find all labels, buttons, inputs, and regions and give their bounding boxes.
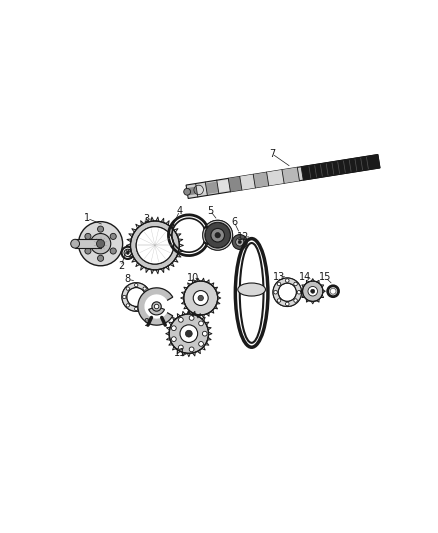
Circle shape <box>136 227 173 264</box>
Polygon shape <box>196 185 207 194</box>
Circle shape <box>294 298 297 302</box>
Circle shape <box>215 232 220 238</box>
Circle shape <box>273 278 301 306</box>
Circle shape <box>98 255 104 261</box>
Circle shape <box>184 188 191 195</box>
Circle shape <box>202 332 207 336</box>
Text: 14: 14 <box>299 272 311 281</box>
Circle shape <box>98 226 104 232</box>
Wedge shape <box>273 278 301 306</box>
Text: 5: 5 <box>207 206 213 216</box>
Text: 9: 9 <box>143 319 149 328</box>
Circle shape <box>286 279 289 282</box>
Circle shape <box>154 304 159 309</box>
Circle shape <box>143 304 146 307</box>
Circle shape <box>178 345 183 350</box>
Circle shape <box>110 248 116 254</box>
Circle shape <box>189 347 194 352</box>
Polygon shape <box>228 176 242 192</box>
Circle shape <box>198 295 203 301</box>
Circle shape <box>189 316 194 320</box>
Circle shape <box>78 222 123 266</box>
Circle shape <box>96 240 105 248</box>
Circle shape <box>193 290 208 305</box>
Wedge shape <box>145 294 168 319</box>
Polygon shape <box>186 155 380 198</box>
Circle shape <box>277 282 281 286</box>
Circle shape <box>238 240 241 244</box>
Polygon shape <box>217 180 230 192</box>
Polygon shape <box>205 182 219 194</box>
Text: 3: 3 <box>143 214 149 224</box>
Text: 12: 12 <box>237 232 249 242</box>
Circle shape <box>308 286 318 296</box>
Circle shape <box>126 304 130 307</box>
Circle shape <box>236 238 244 246</box>
Bar <box>75 239 101 248</box>
Wedge shape <box>138 288 173 325</box>
Circle shape <box>294 282 297 286</box>
Wedge shape <box>203 220 233 250</box>
Circle shape <box>274 290 277 294</box>
Circle shape <box>278 283 297 302</box>
Polygon shape <box>301 155 380 180</box>
Circle shape <box>286 302 289 306</box>
Circle shape <box>110 233 116 239</box>
Circle shape <box>143 287 146 290</box>
Circle shape <box>122 282 151 311</box>
Circle shape <box>199 321 203 326</box>
Circle shape <box>178 318 183 322</box>
Text: 2: 2 <box>118 262 124 271</box>
Circle shape <box>71 239 80 248</box>
Wedge shape <box>148 306 165 315</box>
Circle shape <box>232 235 247 249</box>
Circle shape <box>185 330 192 337</box>
Text: 11: 11 <box>174 349 187 358</box>
Circle shape <box>152 302 161 311</box>
Wedge shape <box>122 282 151 311</box>
Ellipse shape <box>238 283 265 296</box>
Circle shape <box>85 248 91 254</box>
Text: 13: 13 <box>273 272 285 282</box>
Circle shape <box>180 325 198 343</box>
Circle shape <box>127 287 146 306</box>
Circle shape <box>126 252 129 254</box>
Circle shape <box>171 337 176 342</box>
Circle shape <box>169 314 208 353</box>
Circle shape <box>303 281 323 302</box>
Text: 10: 10 <box>187 273 199 282</box>
Wedge shape <box>131 221 179 270</box>
Polygon shape <box>267 170 284 185</box>
Circle shape <box>134 284 138 287</box>
Text: 6: 6 <box>231 216 237 227</box>
Circle shape <box>134 307 138 311</box>
Circle shape <box>123 295 126 298</box>
Circle shape <box>85 233 91 239</box>
Circle shape <box>297 290 301 294</box>
Circle shape <box>205 222 230 248</box>
Text: 4: 4 <box>177 206 183 216</box>
Text: 7: 7 <box>269 149 275 159</box>
Circle shape <box>146 295 150 298</box>
Text: 1: 1 <box>84 213 90 223</box>
Circle shape <box>199 342 203 346</box>
Circle shape <box>90 233 111 254</box>
Polygon shape <box>240 174 255 190</box>
Circle shape <box>311 289 315 293</box>
Text: 8: 8 <box>125 274 131 284</box>
Circle shape <box>184 281 218 315</box>
Text: 15: 15 <box>319 272 332 282</box>
Circle shape <box>211 229 224 242</box>
Polygon shape <box>253 172 269 188</box>
Circle shape <box>126 287 130 290</box>
Polygon shape <box>187 187 197 196</box>
Polygon shape <box>282 167 300 183</box>
Circle shape <box>277 298 281 302</box>
Circle shape <box>171 326 176 330</box>
